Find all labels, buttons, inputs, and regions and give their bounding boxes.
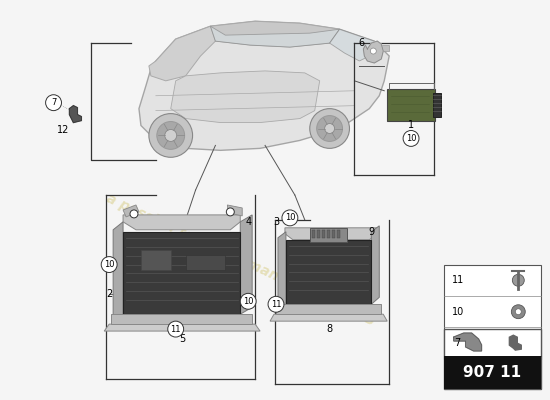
- Text: 5: 5: [179, 334, 186, 344]
- Circle shape: [282, 210, 298, 226]
- Bar: [444, 329, 541, 389]
- Circle shape: [168, 321, 184, 337]
- Text: 11: 11: [452, 275, 464, 285]
- Text: 4: 4: [245, 217, 251, 227]
- Text: 7: 7: [455, 338, 461, 348]
- Bar: [444, 356, 541, 389]
- Circle shape: [403, 130, 419, 146]
- Polygon shape: [211, 21, 339, 47]
- Bar: [433, 93, 441, 116]
- Text: 10: 10: [243, 297, 254, 306]
- Circle shape: [268, 296, 284, 312]
- Bar: [377, 45, 389, 51]
- Circle shape: [240, 293, 256, 309]
- Polygon shape: [454, 333, 482, 351]
- Polygon shape: [149, 26, 221, 81]
- Text: 11: 11: [271, 300, 281, 309]
- Polygon shape: [270, 314, 387, 321]
- Text: 9: 9: [368, 227, 375, 237]
- Polygon shape: [227, 205, 242, 216]
- Polygon shape: [240, 215, 252, 314]
- Circle shape: [101, 257, 117, 272]
- Text: 10: 10: [452, 307, 464, 317]
- Circle shape: [370, 48, 376, 54]
- Polygon shape: [139, 21, 389, 150]
- Polygon shape: [329, 29, 375, 61]
- Text: 12: 12: [57, 126, 70, 136]
- Circle shape: [165, 130, 177, 142]
- Text: 10: 10: [285, 213, 295, 222]
- Circle shape: [515, 309, 521, 315]
- Text: 7: 7: [51, 98, 56, 107]
- Polygon shape: [123, 232, 240, 314]
- Circle shape: [513, 274, 524, 286]
- Polygon shape: [276, 304, 381, 314]
- Polygon shape: [211, 26, 339, 47]
- Circle shape: [512, 305, 525, 319]
- Polygon shape: [113, 222, 123, 321]
- Circle shape: [46, 95, 62, 111]
- Text: 6: 6: [359, 38, 365, 48]
- Bar: [444, 264, 541, 359]
- Bar: [322, 230, 324, 238]
- Bar: [332, 230, 334, 238]
- Text: 10: 10: [406, 134, 416, 143]
- Polygon shape: [170, 71, 320, 122]
- Polygon shape: [371, 226, 379, 304]
- Circle shape: [310, 109, 349, 148]
- Circle shape: [157, 122, 185, 149]
- Polygon shape: [509, 335, 521, 350]
- Bar: [310, 228, 348, 242]
- Bar: [337, 230, 339, 238]
- Polygon shape: [123, 205, 139, 217]
- Bar: [312, 230, 315, 238]
- Bar: [286, 240, 371, 304]
- Text: 10: 10: [104, 260, 114, 269]
- Text: 11: 11: [170, 324, 181, 334]
- Circle shape: [227, 208, 234, 216]
- Circle shape: [149, 114, 192, 157]
- Bar: [141, 250, 170, 270]
- Bar: [327, 230, 329, 238]
- Circle shape: [130, 210, 138, 218]
- Circle shape: [324, 124, 334, 134]
- Polygon shape: [104, 324, 260, 331]
- Polygon shape: [285, 228, 377, 240]
- Polygon shape: [278, 232, 286, 309]
- Text: 3: 3: [273, 217, 279, 227]
- Text: 907 11: 907 11: [464, 365, 521, 380]
- Polygon shape: [69, 106, 81, 122]
- Bar: [387, 89, 435, 120]
- Text: 2: 2: [106, 289, 112, 299]
- Polygon shape: [364, 41, 383, 63]
- Polygon shape: [111, 314, 252, 324]
- Bar: [317, 230, 320, 238]
- Bar: [186, 255, 225, 270]
- Text: 1: 1: [408, 120, 414, 130]
- Text: a passion for performance since 1963: a passion for performance since 1963: [103, 191, 377, 328]
- Circle shape: [317, 116, 343, 142]
- Polygon shape: [123, 215, 240, 230]
- Text: 8: 8: [327, 324, 333, 334]
